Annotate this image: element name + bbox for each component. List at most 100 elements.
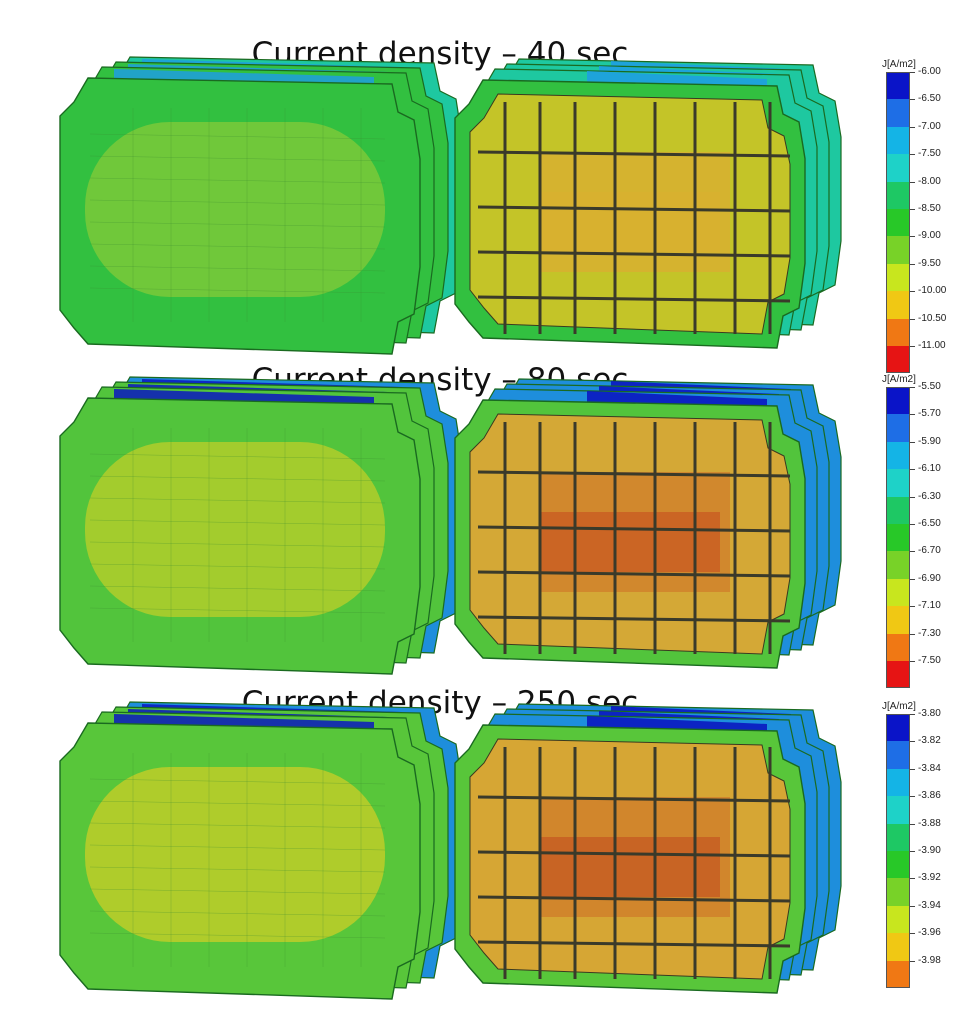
mesh-line: [89, 133, 386, 140]
legend-row: -9.00: [872, 230, 972, 264]
legend-level-label: -11.00: [918, 339, 946, 351]
legend-row: -3.96: [872, 927, 972, 961]
mesh-line: [89, 497, 386, 504]
mesh-line: [89, 243, 386, 250]
legend-tick: [910, 99, 915, 101]
legend-level-label: -6.00: [918, 66, 941, 77]
legend-level-label: -3.80: [918, 708, 941, 719]
legend-row: -7.10: [872, 600, 972, 634]
legend-scale: -3.80 -3.82 -3.84 -3.86 -3.88 -3.90 -3.92 -3.94…: [872, 708, 972, 988]
legend-row: -5.90: [872, 436, 972, 470]
legend-swatch: [886, 154, 910, 182]
legend-tick: [910, 714, 915, 715]
legend-row: -6.70: [872, 545, 972, 579]
legend-tick: [910, 905, 915, 907]
legend-tick: [910, 496, 915, 498]
legend-level-label: -7.00: [918, 120, 941, 132]
legend-tick: [910, 578, 915, 580]
legend-tick: [910, 236, 915, 238]
peak-core: [540, 837, 720, 897]
legend-swatch: [886, 633, 910, 661]
legend-row: -10.00: [872, 285, 972, 319]
legend-tick: [910, 933, 915, 935]
legend-swatch: [886, 796, 910, 824]
legend-tick: [910, 318, 915, 320]
mesh-line: [89, 778, 386, 785]
legend-swatch: [886, 523, 910, 552]
legend-row: -7.50: [872, 148, 972, 182]
mesh-line: [89, 541, 386, 548]
legend-swatch: [886, 606, 910, 634]
legend-row: -3.92: [872, 872, 972, 906]
mesh-line: [89, 519, 386, 526]
panel-250s: Current density – 250 sec J[A/m2] -3.80-…: [0, 685, 980, 1009]
legend-swatch: [886, 823, 910, 851]
legend-scale: -5.50 -5.70 -5.90 -6.10 -6.30 -6.50 -6.70 -6.90…: [872, 381, 972, 689]
grid-bar: [477, 940, 791, 948]
grid-bar: [477, 850, 791, 858]
legend-tick: [910, 154, 915, 156]
grid-bar: [477, 295, 791, 303]
legend-swatch: [886, 72, 910, 100]
legend-swatch: [886, 878, 910, 906]
legend-swatch: [886, 578, 910, 607]
mesh-line: [89, 585, 386, 592]
plate-renders: [59, 701, 842, 1000]
grid-bar: [477, 795, 791, 803]
legend-swatch: [886, 660, 910, 689]
inner-region: [85, 442, 385, 617]
grid-bar: [477, 525, 791, 533]
legend-tick: [910, 606, 915, 608]
legend-row: -6.30: [872, 491, 972, 524]
color-legend: J[A/m2] -5.50 -5.70 -5.90 -6.10 -6.30 -6.50 -6…: [872, 373, 972, 689]
grid-bar: [477, 205, 791, 213]
mesh-line: [89, 199, 386, 206]
mesh-line: [89, 822, 386, 829]
legend-swatch: [886, 768, 910, 797]
legend-level-label: -6.10: [918, 463, 941, 475]
legend-row: -6.50: [872, 93, 972, 127]
legend-tick: [910, 345, 915, 347]
legend-tick: [910, 878, 915, 880]
legend-tick: [910, 768, 915, 770]
color-legend: J[A/m2] -6.00 -6.50 -7.00 -7.50 -8.00 -8.50 -9…: [872, 58, 972, 374]
legend-level-label: -8.50: [918, 202, 941, 214]
legend-tick: [910, 126, 915, 128]
inner-region: [85, 122, 385, 297]
legend-level-label: -3.90: [918, 844, 941, 856]
mesh-line: [89, 844, 386, 851]
legend-swatch: [886, 126, 910, 155]
mesh-line: [89, 287, 386, 294]
legend-level-label: -3.94: [918, 899, 941, 911]
legend-row: -10.50: [872, 313, 972, 346]
grid-bar: [477, 250, 791, 258]
legend-swatch: [886, 208, 910, 237]
mesh-line: [89, 265, 386, 272]
legend-swatch: [886, 414, 910, 442]
legend-row: -5.50: [872, 381, 972, 415]
legend-row: -3.86: [872, 790, 972, 824]
legend-tick: [910, 850, 915, 852]
legend-level-label: -3.82: [918, 735, 941, 747]
legend-level-label: -3.96: [918, 927, 941, 939]
legend-row: -3.80: [872, 708, 972, 742]
grid-bar: [477, 615, 791, 623]
legend-row: -6.90: [872, 573, 972, 607]
mesh-line: [89, 221, 386, 228]
right-plate-stack: [454, 378, 842, 669]
mesh-line: [89, 607, 386, 614]
legend-tick: [910, 660, 915, 662]
legend-level-label: -3.88: [918, 817, 941, 829]
legend-row: -8.50: [872, 203, 972, 237]
legend-level-label: -3.84: [918, 762, 941, 774]
legend-row: -7.30: [872, 628, 972, 661]
legend-tick: [910, 633, 915, 635]
legend-tick: [910, 523, 915, 525]
grid-bar: [477, 895, 791, 903]
inner-region: [85, 767, 385, 942]
legend-swatch: [886, 469, 910, 497]
left-plate-stack: [59, 56, 463, 355]
legend-swatch: [886, 291, 910, 319]
mesh-line: [89, 866, 386, 873]
legend-tick: [910, 551, 915, 553]
